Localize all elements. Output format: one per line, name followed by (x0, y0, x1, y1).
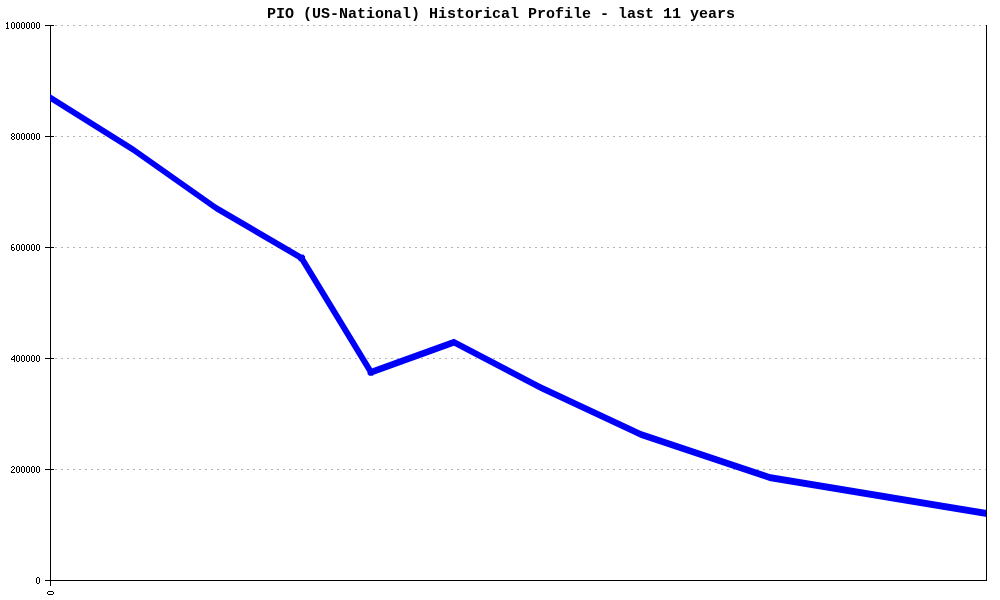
svg-text:PIO (US-National) Historical P: PIO (US-National) Historical Profile - l… (267, 6, 735, 23)
